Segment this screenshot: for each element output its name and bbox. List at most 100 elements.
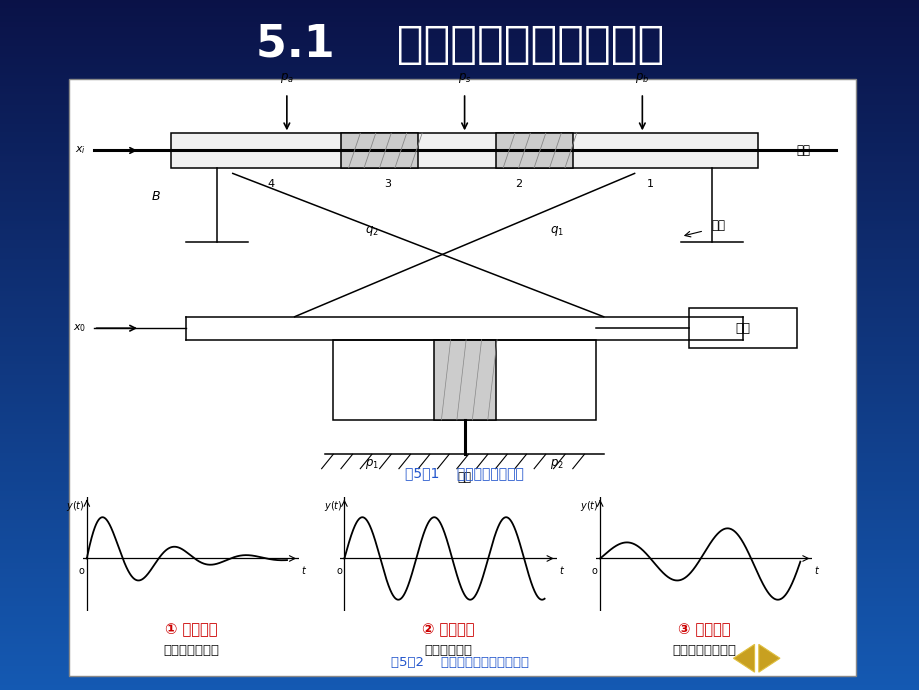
Bar [0, 590, 919, 593]
Bar [0, 655, 919, 658]
Text: $t$: $t$ [301, 564, 307, 576]
Bar [0, 59, 919, 62]
Text: （收敛，稳定）: （收敛，稳定） [163, 644, 219, 657]
Bar [0, 539, 919, 542]
Bar [0, 72, 919, 75]
Bar [0, 273, 919, 275]
Bar [0, 331, 919, 334]
Bar [0, 366, 919, 369]
Bar [495, 133, 573, 168]
Bar [0, 391, 919, 393]
Bar [0, 302, 919, 304]
Bar [0, 345, 919, 348]
Bar [0, 469, 919, 472]
Bar [0, 146, 919, 148]
Bar [0, 248, 919, 250]
Bar [0, 393, 919, 396]
Bar [0, 353, 919, 356]
Text: ① 减幅振荡: ① 减幅振荡 [165, 622, 217, 638]
Bar [0, 477, 919, 480]
Bar [0, 518, 919, 520]
Bar [0, 275, 919, 277]
Bar [0, 240, 919, 243]
Text: 软管: 软管 [711, 219, 725, 232]
Bar [0, 161, 919, 164]
Bar [0, 529, 919, 531]
Bar [0, 167, 919, 170]
Bar [0, 256, 919, 259]
Text: 阀芯: 阀芯 [796, 144, 810, 157]
Bar [0, 458, 919, 461]
Bar [0, 318, 919, 321]
Bar [0, 388, 919, 391]
Bar [0, 210, 919, 213]
Bar [0, 32, 919, 35]
Bar [0, 264, 919, 267]
Bar [0, 57, 919, 59]
Bar [0, 202, 919, 205]
Bar [0, 520, 919, 523]
Bar [0, 175, 919, 178]
Bar [0, 620, 919, 622]
Bar [688, 308, 796, 348]
Text: 3: 3 [383, 179, 391, 189]
Text: o: o [78, 566, 85, 575]
Bar [0, 488, 919, 491]
Bar [0, 3, 919, 6]
Bar [0, 159, 919, 161]
Bar [0, 229, 919, 232]
Bar [0, 342, 919, 345]
Bar [0, 267, 919, 270]
Bar [0, 499, 919, 502]
Bar [0, 102, 919, 105]
Bar [0, 326, 919, 329]
Bar [0, 526, 919, 529]
Bar [0, 461, 919, 464]
Bar [0, 428, 919, 431]
Text: $p_2$: $p_2$ [550, 457, 563, 471]
Text: $t$: $t$ [558, 564, 564, 576]
Bar [0, 97, 919, 100]
Bar [0, 553, 919, 555]
Bar [341, 133, 418, 168]
Bar [0, 663, 919, 666]
Bar [0, 658, 919, 660]
Bar [0, 224, 919, 226]
Bar [0, 547, 919, 550]
Bar [0, 423, 919, 426]
Bar [0, 70, 919, 72]
Bar [0, 682, 919, 684]
Text: ③ 增幅振荡: ③ 增幅振荡 [677, 622, 730, 638]
Bar [0, 652, 919, 655]
Bar [0, 186, 919, 188]
Bar [0, 571, 919, 574]
Bar [0, 420, 919, 423]
Bar [0, 402, 919, 404]
Bar [0, 447, 919, 450]
Bar [0, 455, 919, 458]
Bar [0, 601, 919, 604]
Text: o: o [335, 566, 342, 575]
Bar [0, 250, 919, 253]
Bar [0, 351, 919, 353]
Bar [0, 197, 919, 199]
Bar [0, 27, 919, 30]
Bar [0, 417, 919, 420]
Bar [0, 54, 919, 57]
Bar [0, 38, 919, 41]
Bar [0, 143, 919, 146]
Bar [0, 297, 919, 299]
Text: 1: 1 [646, 179, 652, 189]
Text: 图5－1    液压位置随动系统: 图5－1 液压位置随动系统 [404, 466, 524, 480]
Bar [0, 604, 919, 607]
Text: $y(t)$: $y(t)$ [579, 499, 597, 513]
Bar [0, 588, 919, 590]
Bar [0, 270, 919, 273]
Text: 2: 2 [515, 179, 522, 189]
Bar [0, 464, 919, 466]
Bar [0, 172, 919, 175]
Bar [0, 361, 919, 364]
Bar [0, 644, 919, 647]
Bar [171, 133, 757, 168]
Bar [0, 348, 919, 351]
